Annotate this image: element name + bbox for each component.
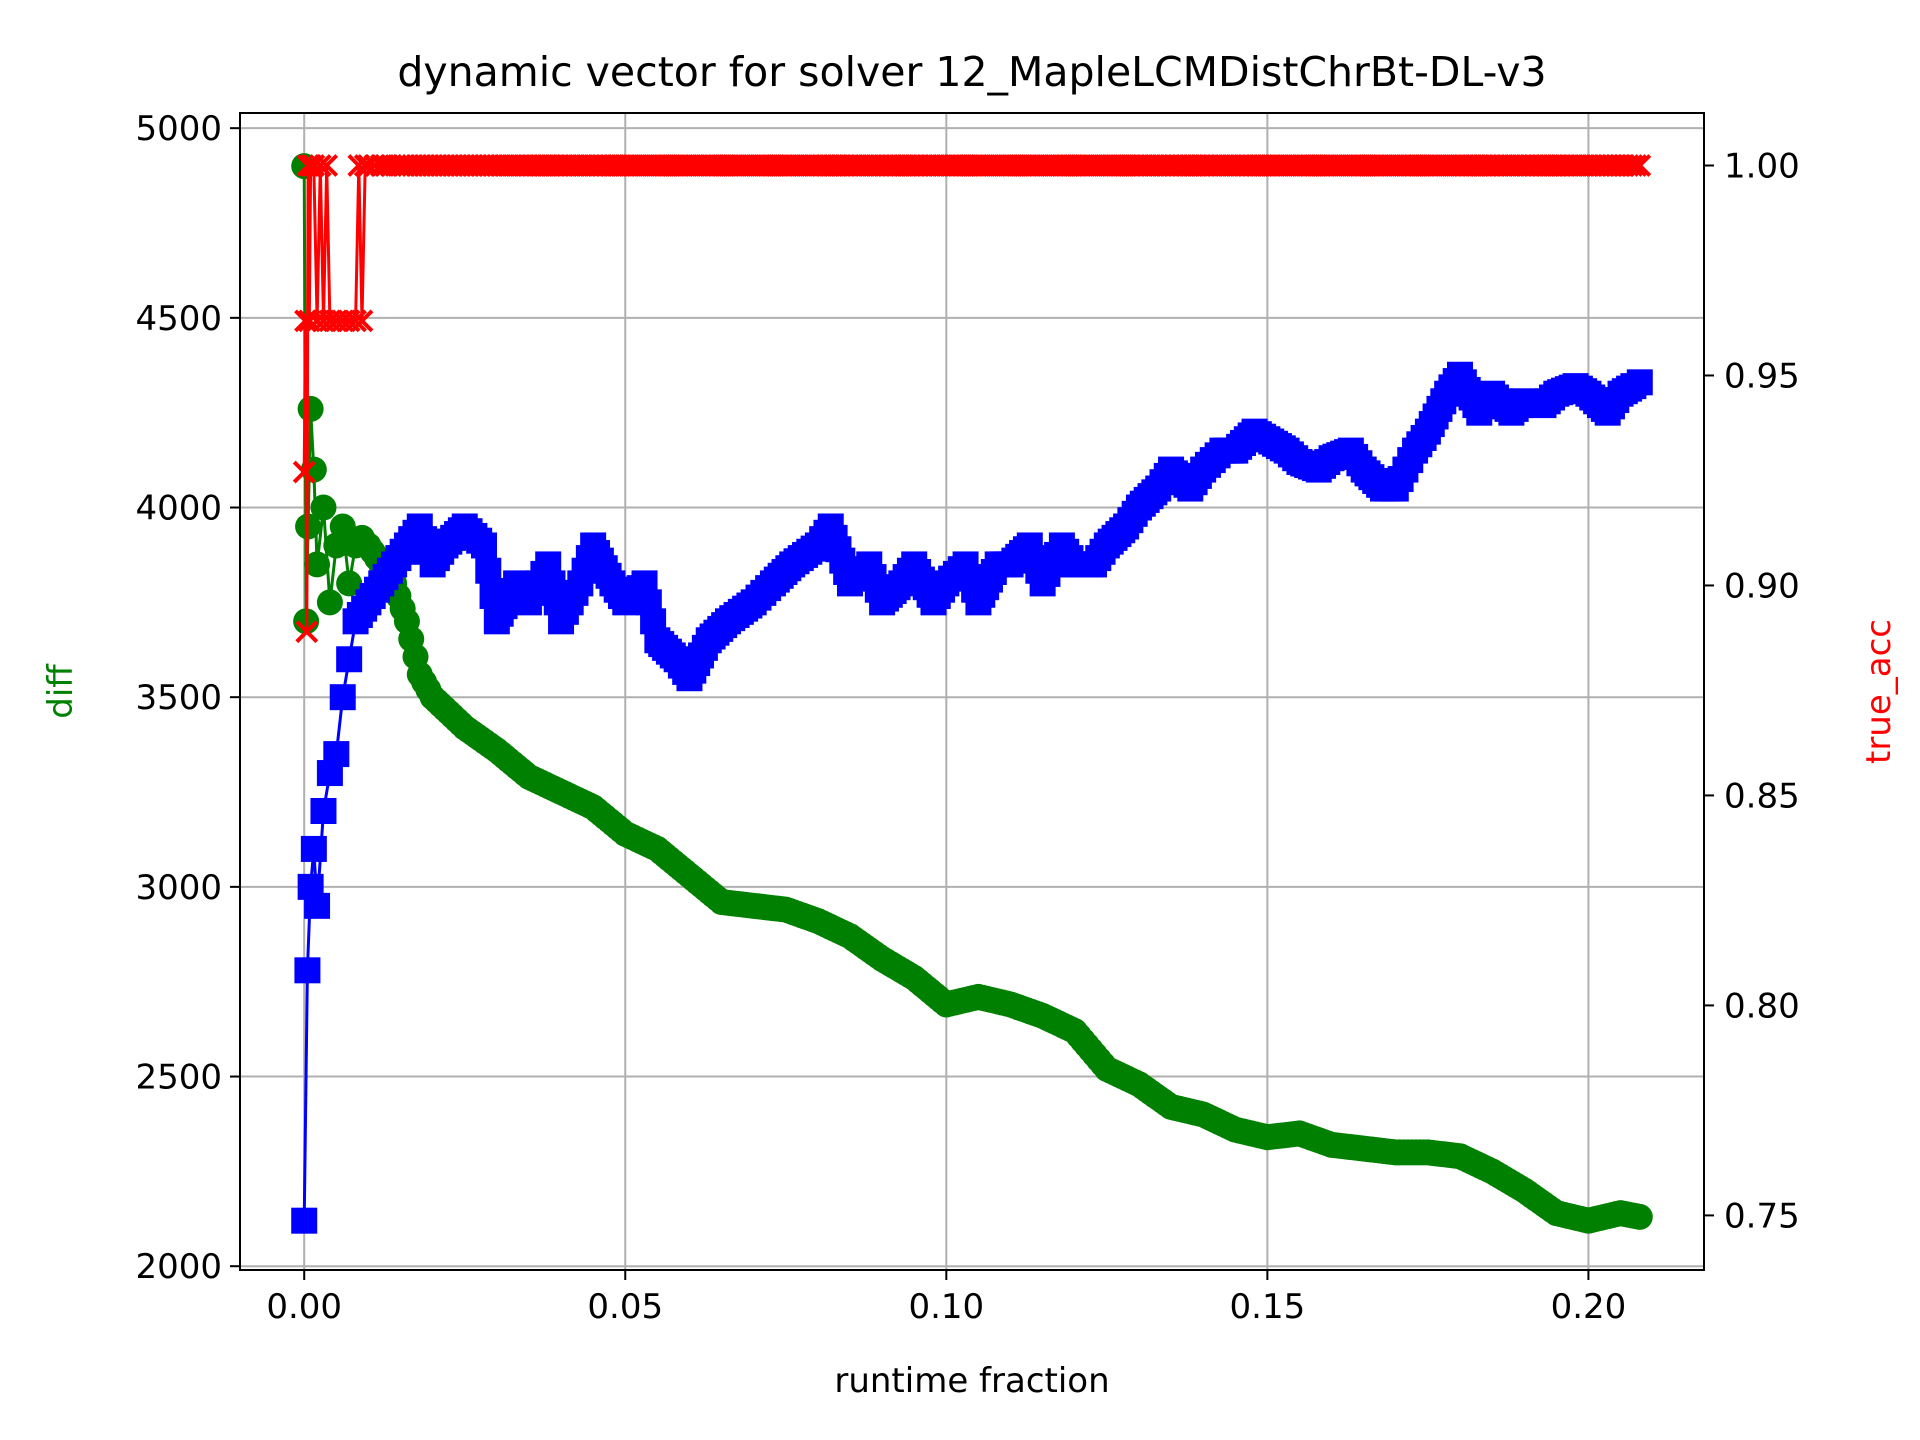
- data-point: [316, 589, 343, 616]
- series-diff-green: [291, 153, 1653, 1234]
- y-left-tick-label: 4000: [135, 489, 222, 529]
- y-left-tick-label: 2500: [135, 1058, 222, 1098]
- y-axis-right: 0.75 0.80 0.85 0.90 0.95 1.00: [1704, 146, 1800, 1236]
- data-point: [310, 797, 337, 824]
- data-point: [1626, 1203, 1653, 1230]
- y-left-tick-label: 5000: [135, 109, 222, 149]
- data-point: [1624, 154, 1648, 177]
- plot-frame: [239, 112, 1705, 1271]
- series-true-acc: [292, 154, 1652, 644]
- data-point: [471, 532, 497, 559]
- data-point: [329, 513, 356, 540]
- data-point: [294, 957, 321, 984]
- data-point: [310, 494, 337, 521]
- data-point: [304, 892, 331, 919]
- data-point: [350, 309, 374, 333]
- data-point: [344, 309, 367, 333]
- y-left-tick-label: 3500: [135, 678, 222, 718]
- data-point: [315, 154, 339, 177]
- y-right-tick-label: 0.75: [1724, 1196, 1800, 1236]
- data-point: [308, 154, 332, 177]
- data-point: [304, 551, 331, 578]
- x-tick-label: 0.20: [1551, 1287, 1627, 1327]
- y-right-tick-label: 0.90: [1724, 566, 1800, 606]
- x-tick-label: 0.15: [1230, 1287, 1306, 1327]
- y-right-tick-label: 0.85: [1724, 776, 1800, 816]
- y-axis-left-title: diff: [41, 663, 81, 719]
- data-point: [1626, 369, 1653, 396]
- chart-title: dynamic vector for solver 12_MapleLCMDis…: [397, 48, 1546, 96]
- x-tick-label: 0.10: [908, 1287, 984, 1327]
- y-right-tick-label: 1.00: [1724, 146, 1800, 186]
- data-point: [1620, 154, 1644, 177]
- y-right-tick-label: 0.95: [1724, 356, 1800, 396]
- series-diff-blue: [291, 361, 1653, 1234]
- data-point: [300, 835, 327, 862]
- data-point: [291, 1207, 318, 1234]
- y-axis-left: 2000 2500 3000 3500 4000 4500 5000: [135, 109, 240, 1287]
- y-left-tick-label: 4500: [135, 299, 222, 339]
- y-right-tick-label: 0.80: [1724, 986, 1800, 1026]
- data-point: [1628, 154, 1652, 177]
- data-point: [475, 557, 502, 584]
- y-left-tick-label: 2000: [135, 1247, 222, 1287]
- grid: [240, 113, 1704, 1270]
- data-point: [295, 620, 319, 644]
- data-point: [297, 395, 324, 422]
- y-axis-right-title: true_acc: [1859, 619, 1899, 764]
- x-tick-label: 0.05: [587, 1287, 663, 1327]
- data-point: [292, 460, 316, 484]
- x-axis: 0.00 0.05 0.10 0.15 0.20: [266, 1270, 1626, 1327]
- x-tick-label: 0.00: [266, 1287, 342, 1327]
- data-point: [329, 684, 356, 711]
- x-axis-title: runtime fraction: [834, 1361, 1109, 1401]
- data-point: [323, 741, 350, 768]
- y-left-tick-label: 3000: [135, 868, 222, 908]
- series-layer: [291, 153, 1653, 1234]
- data-point: [336, 646, 363, 673]
